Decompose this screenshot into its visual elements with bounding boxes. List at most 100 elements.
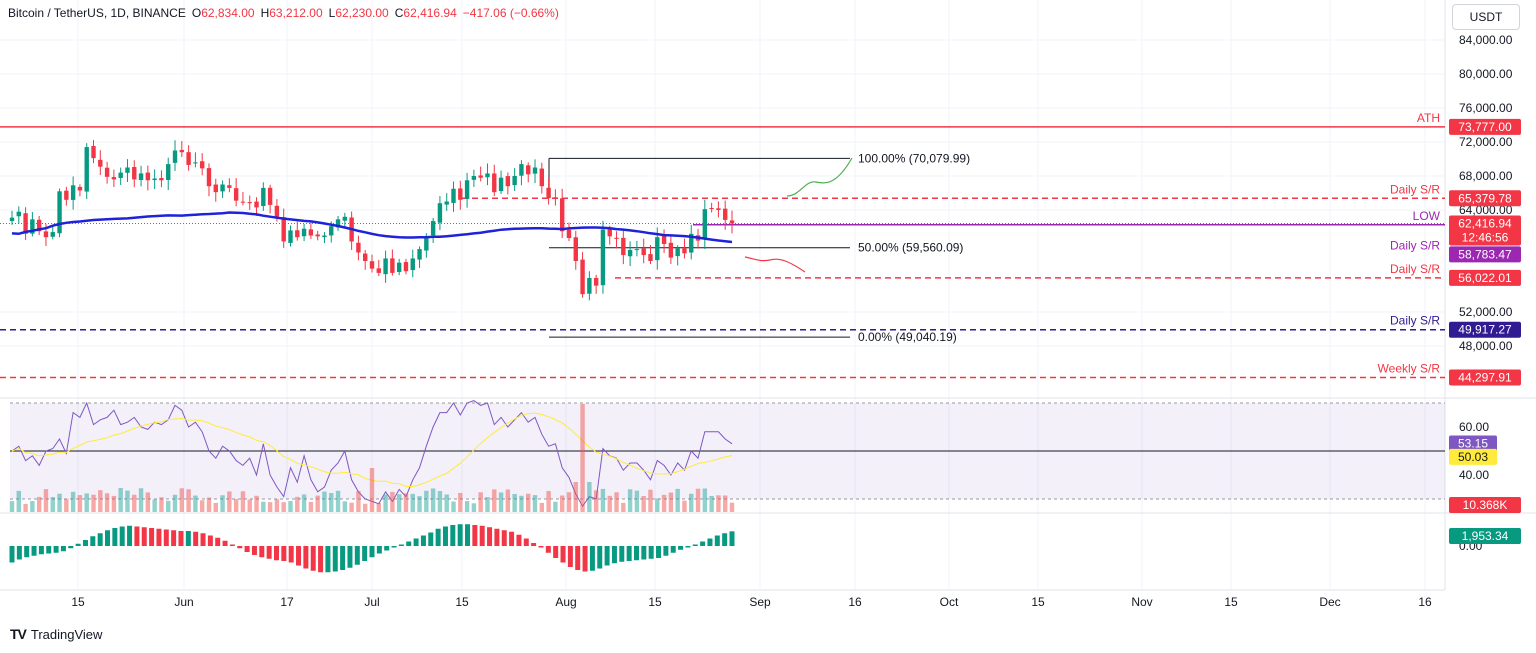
- ao-bar: [567, 546, 573, 567]
- volume-bar: [70, 491, 76, 512]
- candle-body: [532, 167, 538, 174]
- ao-bar: [604, 546, 610, 566]
- low-value: 62,230.00: [335, 6, 389, 20]
- ao-bar: [509, 531, 515, 546]
- ao-bar: [119, 526, 125, 546]
- level-price-tag: [1449, 118, 1521, 135]
- open-value: 62,834.00: [201, 6, 255, 20]
- candle-body: [247, 202, 252, 204]
- ao-bar: [553, 546, 559, 558]
- candle-body: [566, 229, 572, 239]
- candle-body: [301, 228, 307, 237]
- volume-bar: [288, 500, 293, 512]
- candle-body: [363, 253, 368, 261]
- candle-body: [213, 184, 218, 193]
- volume-bar: [600, 488, 606, 512]
- candle-body: [471, 176, 477, 180]
- candle-body: [77, 186, 83, 191]
- ao-bar: [545, 546, 551, 553]
- candle-body: [70, 185, 76, 200]
- level-price-tag: [1449, 269, 1521, 286]
- rsi-value-text: 53.15: [1458, 436, 1488, 450]
- candle-body: [356, 242, 361, 253]
- ao-bar: [442, 526, 448, 546]
- candle-body: [152, 178, 157, 181]
- ao-bar: [641, 546, 647, 560]
- ao-bar: [722, 533, 728, 546]
- fib-level-label: 50.00% (59,560.09): [858, 241, 963, 255]
- candle-body: [641, 248, 646, 256]
- candle-body: [254, 201, 259, 208]
- ao-bar: [700, 541, 706, 546]
- symbol-title[interactable]: Bitcoin / TetherUS, 1D, BINANCE: [8, 6, 186, 20]
- level-price-text: 65,379.78: [1458, 191, 1512, 205]
- volume-bar: [98, 490, 103, 512]
- candle-body: [193, 162, 198, 164]
- projected-paths: [744, 157, 853, 273]
- price-axis-label: 48,000.00: [1459, 339, 1513, 353]
- ao-bar: [60, 546, 66, 552]
- candle-body: [675, 248, 680, 257]
- volume-bar: [417, 496, 422, 512]
- candle-body: [43, 231, 49, 238]
- horizontal-levels: ATH Daily S/R LOW Daily S/R Daily S/R Daily S…: [0, 111, 1445, 379]
- volume-bar: [322, 491, 327, 512]
- ao-bar: [538, 546, 544, 548]
- ao-bar: [435, 528, 441, 546]
- candle-body: [36, 219, 42, 232]
- time-axis[interactable]: 15 Jun 17 Jul 15 Aug 15 Sep 16 Oct 15 Nov 15 Dec 16: [71, 595, 1432, 609]
- candle-body: [240, 201, 246, 203]
- ao-bar: [163, 529, 169, 546]
- candle-body: [526, 165, 531, 175]
- volume-bar: [709, 495, 714, 512]
- volume-bar: [621, 502, 626, 512]
- price-axis-label: 80,000.00: [1459, 67, 1513, 81]
- volume-bar: [43, 489, 49, 512]
- price-axis[interactable]: 84,000.00 80,000.00 76,000.00 72,000.00 68,0…: [1459, 33, 1513, 553]
- volume-bar: [655, 498, 660, 512]
- tradingview-logo[interactable]: TV TradingView: [10, 626, 102, 642]
- ao-bar: [354, 546, 360, 565]
- ao-bar: [575, 546, 581, 570]
- volume-bar: [281, 502, 286, 512]
- volume-bar: [111, 495, 117, 512]
- projected-path-up: [786, 157, 853, 197]
- candle-body: [315, 234, 320, 237]
- candle-body: [668, 242, 674, 258]
- level-name: Weekly S/R: [1378, 361, 1441, 375]
- candle-body: [369, 261, 375, 269]
- candle-body: [132, 167, 137, 180]
- ao-bar: [406, 541, 412, 546]
- volume-bar: [301, 494, 307, 512]
- ao-bar: [384, 546, 390, 551]
- candle-body: [396, 262, 402, 272]
- ao-bar: [229, 544, 235, 546]
- volume-bar: [138, 488, 144, 512]
- currency-button[interactable]: USDT: [1452, 4, 1520, 30]
- ao-bar: [362, 546, 368, 561]
- ao-bar: [582, 546, 588, 572]
- volume-bar: [573, 482, 578, 512]
- volume-bar: [16, 490, 21, 512]
- candle-body: [206, 168, 212, 187]
- volume-bar: [383, 494, 388, 512]
- ao-bar: [112, 528, 118, 546]
- ao-bar: [127, 525, 133, 546]
- candle-body: [505, 176, 511, 187]
- candle-body: [111, 177, 117, 180]
- volume-bar: [559, 495, 565, 512]
- volume-bar: [532, 495, 538, 512]
- ao-bar: [685, 546, 691, 548]
- volume-bar: [451, 501, 456, 512]
- candle-body: [573, 237, 578, 261]
- candle-body: [559, 198, 565, 232]
- candle-body: [729, 220, 735, 224]
- time-axis-label: Dec: [1319, 595, 1340, 609]
- candle-body: [451, 188, 456, 203]
- volume-bar: [410, 493, 415, 512]
- ao-bar: [611, 546, 617, 564]
- candle-body: [437, 203, 443, 223]
- volume-bar: [295, 496, 300, 512]
- rsi-value-tag: [1449, 435, 1497, 452]
